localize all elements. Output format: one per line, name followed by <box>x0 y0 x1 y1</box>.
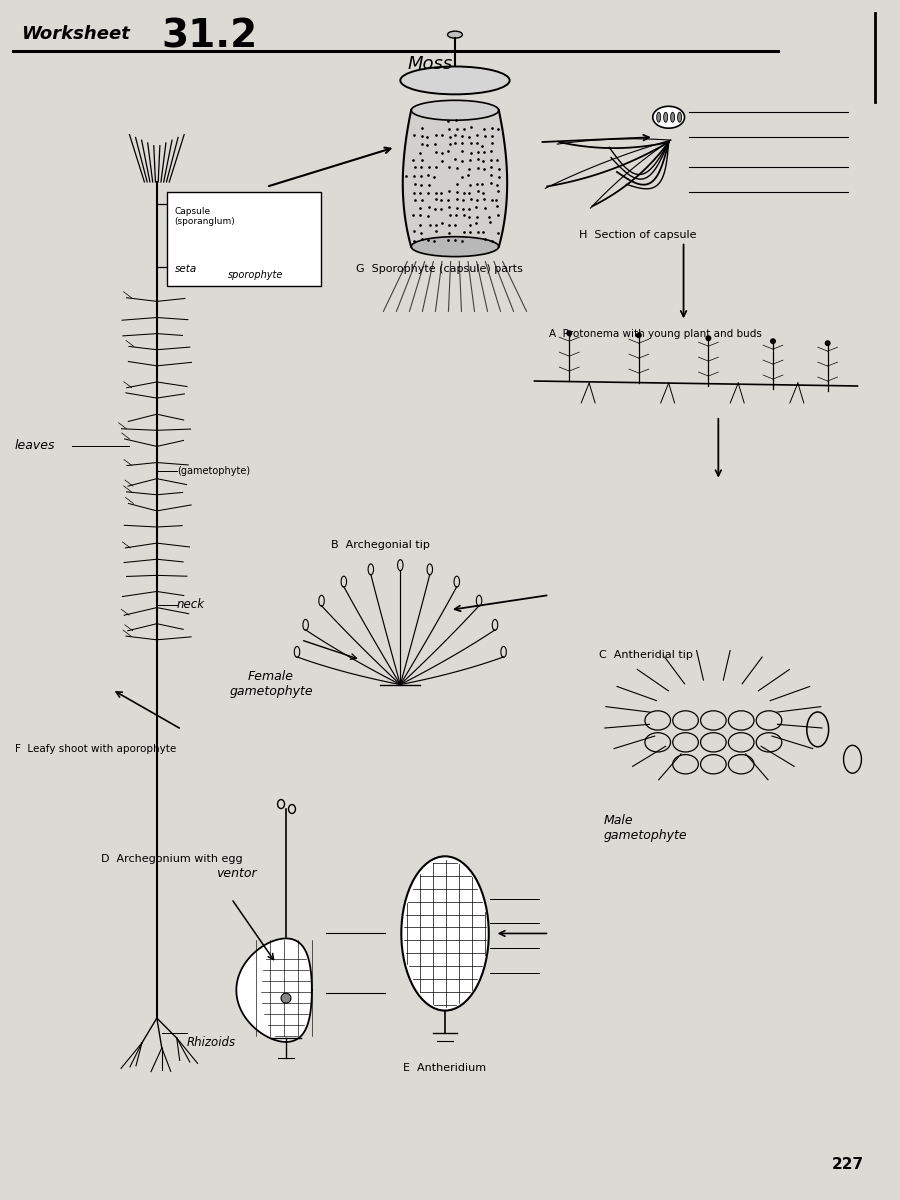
Ellipse shape <box>566 330 572 336</box>
Text: seta: seta <box>175 264 197 274</box>
Text: C  Antheridial tip: C Antheridial tip <box>599 649 693 660</box>
Ellipse shape <box>824 341 831 346</box>
Text: neck: neck <box>176 599 204 612</box>
Text: G  Sporophyte (capsule) parts: G Sporophyte (capsule) parts <box>356 264 523 274</box>
Text: ventor: ventor <box>217 868 257 881</box>
Text: Worksheet: Worksheet <box>21 25 130 43</box>
Bar <box>166 192 320 287</box>
Text: 31.2: 31.2 <box>162 18 258 55</box>
Ellipse shape <box>281 994 291 1003</box>
Ellipse shape <box>706 335 711 341</box>
Ellipse shape <box>411 236 499 257</box>
Ellipse shape <box>652 107 685 128</box>
Text: Female
gametophyte: Female gametophyte <box>230 670 313 697</box>
Text: Male
gametophyte: Male gametophyte <box>604 814 688 842</box>
Ellipse shape <box>657 113 661 122</box>
Text: A  Protonema with young plant and buds: A Protonema with young plant and buds <box>549 329 762 340</box>
Ellipse shape <box>770 338 776 344</box>
Text: Capsule
(sporanglum): Capsule (sporanglum) <box>175 206 236 227</box>
Text: D  Archegonium with egg: D Archegonium with egg <box>101 854 242 864</box>
Text: E  Antheridium: E Antheridium <box>403 1063 487 1073</box>
Ellipse shape <box>411 101 499 120</box>
Ellipse shape <box>678 113 681 122</box>
Ellipse shape <box>635 332 642 338</box>
Ellipse shape <box>401 857 489 1010</box>
Polygon shape <box>237 938 312 1042</box>
Text: (gametophyte): (gametophyte) <box>176 466 250 475</box>
Ellipse shape <box>447 31 463 38</box>
Text: F  Leafy shoot with aporophyte: F Leafy shoot with aporophyte <box>14 744 176 755</box>
Ellipse shape <box>663 113 668 122</box>
Text: H  Section of capsule: H Section of capsule <box>580 229 697 240</box>
Text: leaves: leaves <box>14 439 55 452</box>
Text: B  Archegonial tip: B Archegonial tip <box>330 540 429 551</box>
Text: Moss: Moss <box>408 54 453 72</box>
Text: sporophyte: sporophyte <box>229 270 284 280</box>
Text: Rhizoids: Rhizoids <box>186 1037 236 1050</box>
Text: 227: 227 <box>832 1157 864 1172</box>
Ellipse shape <box>400 66 509 95</box>
Ellipse shape <box>670 113 675 122</box>
